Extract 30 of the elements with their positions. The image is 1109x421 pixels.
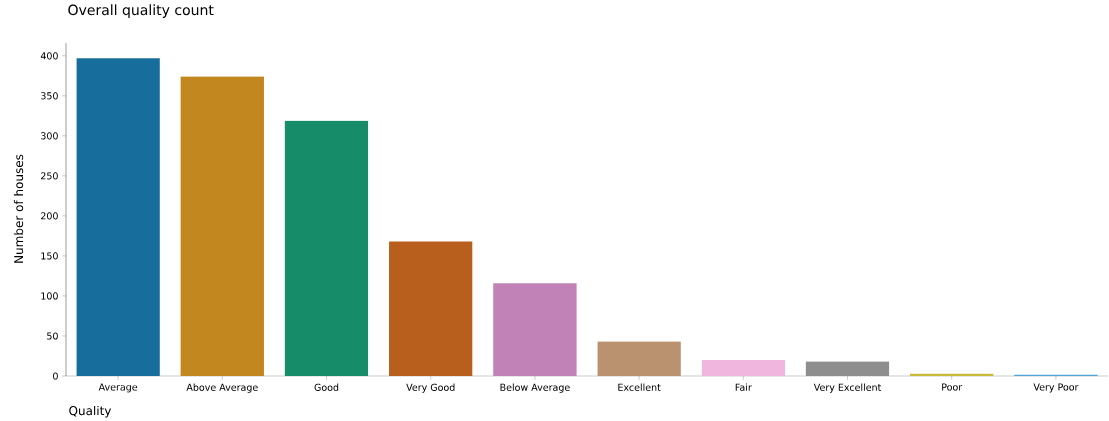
- bar: [493, 283, 577, 377]
- y-tick-label: 100: [41, 292, 58, 300]
- y-tick-label: 250: [41, 172, 58, 180]
- bar: [597, 341, 681, 377]
- y-tick-label: 0: [53, 372, 58, 380]
- bar: [180, 76, 264, 377]
- x-tick-label: Very Good: [406, 383, 455, 393]
- x-tick-label: Average: [98, 383, 138, 393]
- y-tick-label: 200: [41, 212, 58, 220]
- y-tick-label: 400: [40, 52, 58, 60]
- bar: [701, 360, 785, 377]
- x-tick-label: Fair: [735, 383, 752, 391]
- x-tick-label: Good: [314, 383, 339, 391]
- x-tick-label: Above Average: [186, 383, 258, 393]
- x-tick-label: Poor: [942, 383, 963, 391]
- y-tick-label: 300: [41, 132, 58, 140]
- bar: [76, 58, 160, 377]
- y-tick-label: 50: [47, 332, 58, 340]
- x-tick-label: Very Excellent: [813, 383, 882, 393]
- x-tick-label: Very Poor: [1033, 383, 1079, 393]
- chart-title: Overall quality count: [68, 4, 214, 18]
- x-axis-title: Quality: [69, 405, 112, 418]
- x-tick-label: Below Average: [500, 383, 570, 393]
- bar: [284, 120, 369, 377]
- y-axis-title: Number of houses: [13, 154, 24, 263]
- bar: [805, 361, 890, 377]
- x-tick-label: Excellent: [618, 383, 661, 391]
- bar: [389, 241, 473, 377]
- y-tick-label: 350: [41, 92, 58, 100]
- y-tick-label: 150: [41, 252, 58, 260]
